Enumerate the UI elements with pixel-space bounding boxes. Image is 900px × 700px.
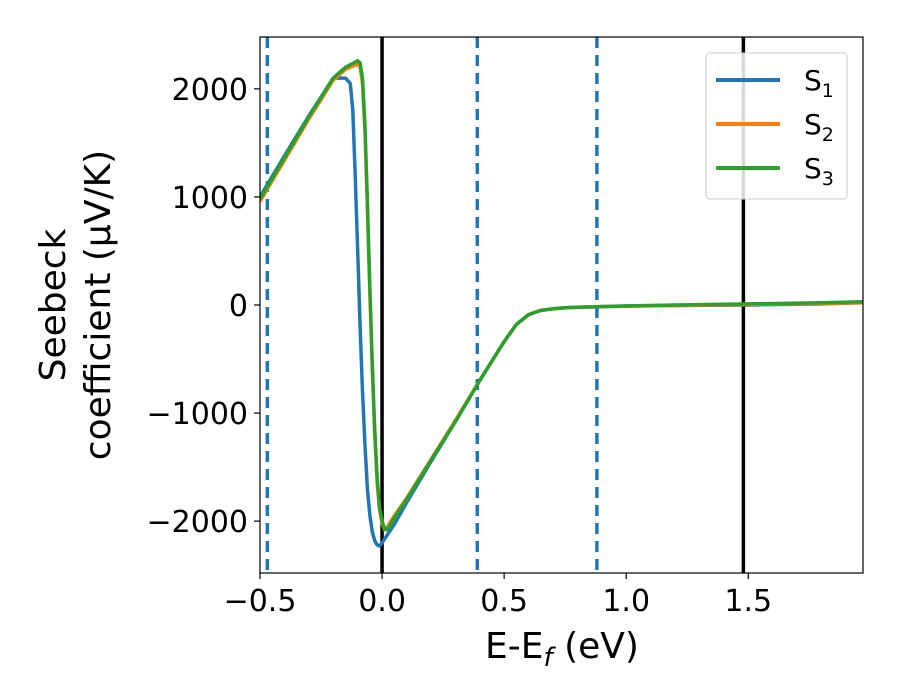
y-axis: 2000 1000 0 −1000 −2000 — [147, 73, 260, 540]
x-axis: −0.5 0.0 0.5 1.0 1.5 — [224, 573, 772, 619]
x-tick-label: −0.5 — [224, 584, 297, 619]
y-axis-label-line1: Seebeck — [33, 228, 74, 381]
x-tick-label: 0.0 — [358, 584, 406, 619]
series-line-s3 — [260, 59, 863, 532]
x-tick-label: 1.5 — [724, 584, 772, 619]
y-axis-label-line2: coefficient (μV/K) — [78, 150, 119, 460]
y-axis-label: Seebeck coefficient (μV/K) — [33, 150, 119, 460]
y-tick-label: −2000 — [147, 505, 248, 540]
y-tick-label: 1000 — [172, 181, 248, 216]
legend: S1 S2 S3 — [705, 52, 848, 200]
legend-label-s1: S1 — [804, 64, 834, 102]
y-tick-label: 2000 — [172, 73, 248, 108]
series-lines — [260, 59, 863, 548]
x-axis-label: E-Ef (eV) — [485, 626, 639, 673]
legend-label-s2: S2 — [804, 108, 834, 146]
y-tick-label: −1000 — [147, 397, 248, 432]
legend-label-s3: S3 — [804, 152, 834, 190]
y-tick-label: 0 — [229, 289, 248, 324]
x-tick-label: 1.0 — [602, 584, 650, 619]
x-tick-label: 0.5 — [480, 584, 528, 619]
